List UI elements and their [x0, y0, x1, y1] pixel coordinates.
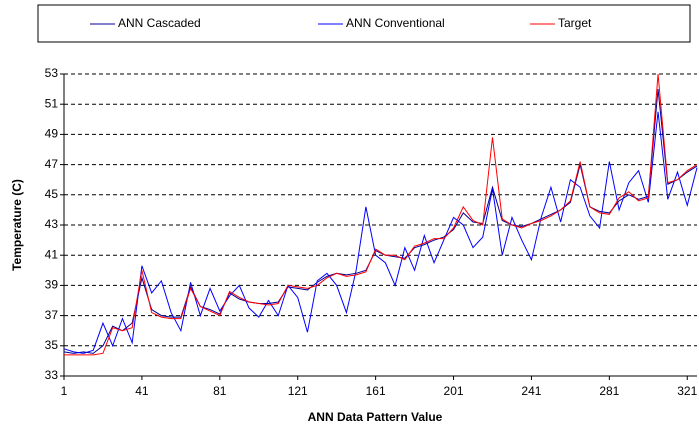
x-tick-label: 161 [366, 384, 386, 398]
series-line [63, 111, 698, 354]
y-tick-label: 53 [45, 66, 59, 80]
x-tick-label: 121 [288, 384, 308, 398]
y-tick-label: 33 [45, 368, 59, 382]
x-tick-label: 321 [677, 384, 697, 398]
x-tick-label: 41 [135, 384, 149, 398]
y-tick-label: 39 [45, 278, 59, 292]
y-tick-label: 35 [45, 338, 59, 352]
series-line [63, 89, 698, 354]
y-tick-label: 49 [45, 127, 59, 141]
legend-box [37, 4, 691, 43]
x-tick-label: 1 [61, 384, 68, 398]
y-tick-label: 51 [45, 96, 59, 110]
x-tick-label: 241 [521, 384, 541, 398]
x-tick-label: 81 [213, 384, 227, 398]
legend-label: Target [558, 16, 592, 30]
x-axis-title: ANN Data Pattern Value [308, 410, 443, 424]
series-line [64, 73, 698, 356]
legend-label: ANN Cascaded [118, 16, 201, 30]
y-tick-label: 47 [45, 157, 59, 171]
y-tick-label: 45 [45, 187, 59, 201]
x-tick-label: 201 [444, 384, 464, 398]
legend-label: ANN Conventional [346, 16, 445, 30]
x-tick-label: 281 [599, 384, 619, 398]
y-tick-label: 37 [45, 308, 59, 322]
y-axis-title: Temperature (C) [10, 179, 24, 271]
y-tick-label: 43 [45, 217, 59, 231]
y-tick-label: 41 [45, 247, 59, 261]
